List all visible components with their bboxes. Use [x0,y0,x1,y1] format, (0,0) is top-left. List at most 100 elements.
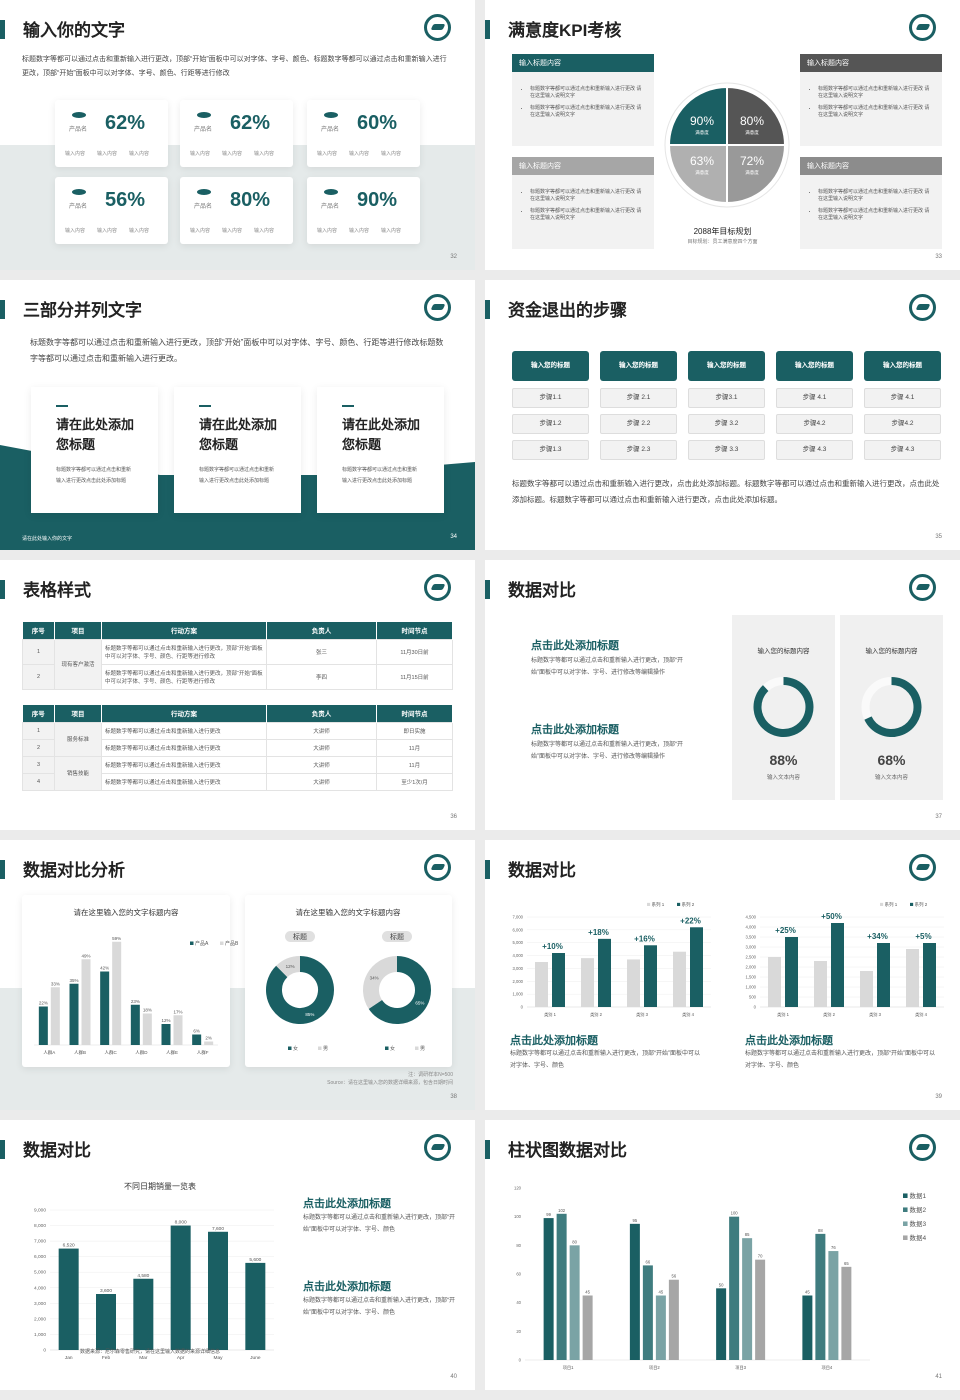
bar [627,959,640,1007]
step-item: 步骤1.1 [512,388,589,408]
kpi-quadrant [726,144,787,205]
y-tick-label: 20 [516,1329,521,1334]
bar [815,1233,826,1360]
data-label: 56 [672,1274,677,1279]
column-header: 项目 [54,622,102,639]
slide-title: 数据对比 [508,861,576,880]
table-row: 3 销售技能 标题数字等都可以通过点击和重新输入进行更改 大讲师 11月 [22,755,453,791]
y-tick-label: 0 [754,1005,757,1010]
bar [130,1004,140,1045]
bar [69,983,79,1045]
block-heading: 点击此处添加标题 [745,1035,833,1047]
y-tick-label: 2,000 [746,965,757,970]
data-label: 7,600 [212,1226,224,1232]
grouped-bar-chart: 0 20 40 60 80 100 120 99 102 80 45 项目1 95 66 45 56 项目2 50… [514,1186,927,1372]
block-body: 标题数字等都可以通过点击和重新输入进行更改，顶部“开始”面板中可以对字体、字号、… [510,1051,700,1069]
data-label: 35% [69,978,78,983]
column-header: 时间节点 [376,622,453,639]
cell-owner: 张三 [266,638,377,665]
data-label: 5,600 [249,1257,261,1263]
product-item: 输入内容 [97,228,118,234]
legend-swatch [910,902,914,906]
feature-card: 请在此处添加您标题 标题数字等都可以通过点击和重新输入进行更改点击此处添加标题 [174,387,301,513]
column-header: 行动方案 [101,705,267,722]
x-tick-label: 人群B [74,1049,86,1056]
legend-label: 系列 1 [652,901,665,908]
bar [841,1266,852,1360]
block-body: 标题数字等都可以通过点击和重新输入进行更改，顶部“开始”面板中可以对字体、字号、… [531,658,683,676]
slide-title: 数据对比 [508,581,576,600]
x-tick-label: June [250,1355,261,1361]
card-body: 标题数字等都可以通过点击和重新输入进行更改点击此处添加标题 [56,467,132,484]
bar [569,1245,580,1360]
cell-index: 1 [22,721,55,740]
x-tick-label: 类别 3 [636,1011,649,1018]
bar-chart-left: 0 1,000 2,000 3,000 4,000 5,000 6,000 7,000 +10%… [513,901,711,1018]
data-label: 100 [731,1211,739,1216]
pie-title: 标题 [390,932,404,941]
bar [668,1279,679,1360]
slice-label: 12% [286,964,295,969]
bar [112,941,122,1045]
donut-value-arc [753,677,814,737]
data-label: 45 [585,1290,590,1295]
cell-deadline: 即日实施 [376,721,453,740]
source-note: 数据来源：尼尔森零售研究，请在这里输入数据的来源详细信息 [79,1349,220,1355]
step-item: 步骤 3.2 [688,414,765,434]
table-row: 4 标题数字等都可以通过点击和重新输入进行更改 大讲师 至少1次/月 [22,772,453,791]
cell-action: 标题数字等都可以通过点击和重新输入进行更改，顶部“开始”面板中可以对字体、字号、… [101,663,267,690]
bar [581,958,594,1007]
step-item: 步骤 4.1 [864,388,941,408]
bar [673,951,686,1007]
x-tick-label: Jan [65,1355,73,1361]
product-name: 产品名 [321,127,340,133]
center-title: 2088年目标规划 [693,227,752,236]
logo-icon [424,1134,451,1161]
bar [58,1248,79,1350]
legend-label: 系列 2 [682,901,695,908]
quadrant-label: 满意度 [695,169,709,176]
slice-label: 34% [370,976,379,981]
data-label: 59% [112,936,121,941]
donut-caption: 输入文本内容 [874,775,908,781]
kpi-box-body: 标题数字等都可以通过点击和重新输入进行更改 请在这里输入说明文字标题数字等都可以… [800,175,942,249]
bullet-item: 标题数字等都可以通过点击和重新输入进行更改 请在这里输入说明文字 [530,189,644,203]
card-title: 请在此处添加您标题 [56,417,135,452]
bar [768,957,781,1007]
pie-title: 标题 [293,932,307,941]
legend-label: 产品A [195,940,209,947]
data-label: 8,000 [175,1220,187,1226]
x-tick-label: 类别 2 [590,1011,603,1018]
chart-title: 不同日期销量一览表 [124,1181,196,1191]
product-item: 输入内容 [381,228,402,234]
growth-annotation: +10% [542,942,563,951]
logo-icon [909,14,936,41]
data-label: 4,580 [137,1273,149,1279]
y-tick-label: 3,000 [746,945,757,950]
y-tick-label: 3,500 [746,935,757,940]
bar [100,971,110,1045]
data-label: 22% [39,1001,48,1006]
pie-slice [266,956,334,1024]
growth-annotation: +50% [821,912,842,921]
title-accent [485,1140,490,1159]
product-item: 输入内容 [65,228,86,234]
legend-swatch [903,1221,908,1226]
data-label: 33% [51,981,60,986]
bar [729,1216,740,1360]
data-label: 6,520 [63,1243,75,1249]
title-accent [0,1140,5,1159]
bullet-item: 标题数字等都可以通过点击和重新输入进行更改 请在这里输入说明文字 [818,105,932,119]
legend-swatch [903,1193,908,1198]
product-name: 产品名 [194,127,213,133]
slide-description: 标题数字等都可以通过点击和重新输入进行更改，顶部“开始”面板中可以对字体、字号、… [22,56,447,77]
bar [556,1213,567,1360]
quadrant-label: 满意度 [745,169,759,176]
bar [690,927,703,1007]
slide-title: 满意度KPI考核 [508,21,622,40]
slide-description: 标题数字等都可以通过点击和重新输入进行更改，顶部“开始”面板中可以对字体、字号、… [30,338,444,363]
x-tick-label: 项目3 [735,1365,746,1371]
bar [923,943,936,1007]
data-label: 66 [646,1259,651,1264]
